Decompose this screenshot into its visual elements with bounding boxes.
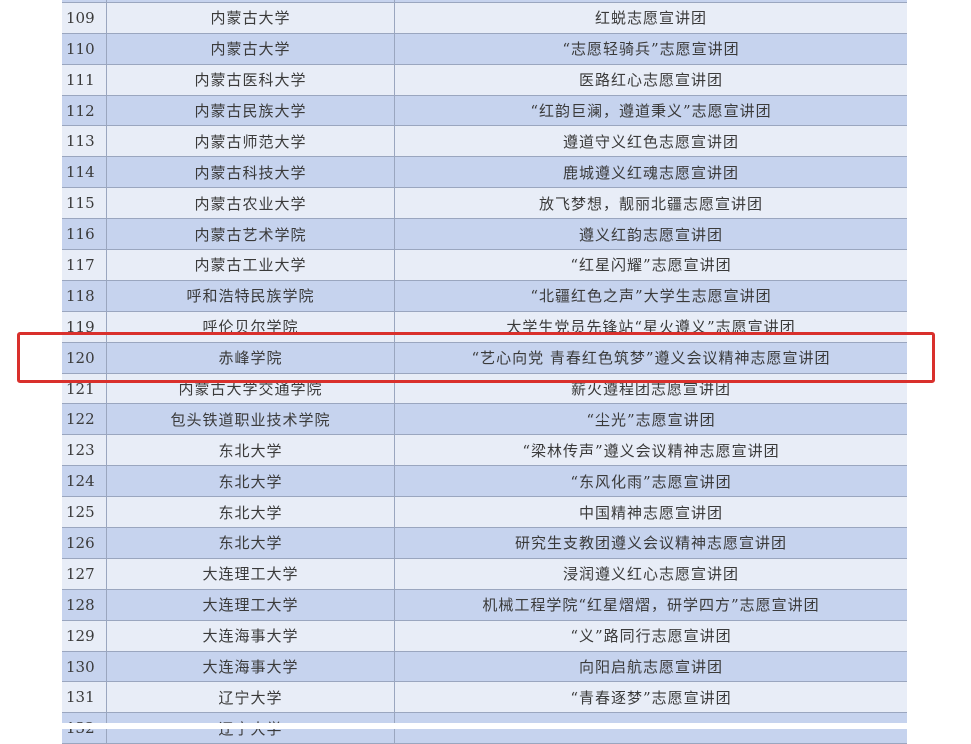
- table-row: 131 辽宁大学 “青春逐梦”志愿宣讲团: [62, 682, 907, 714]
- row-number: 124: [62, 466, 107, 497]
- row-number: 128: [62, 589, 107, 620]
- school-name: 大连海事大学: [107, 651, 395, 682]
- row-number: 112: [62, 95, 107, 126]
- table-row: 127 大连理工大学 浸润遵义红心志愿宣讲团: [62, 558, 907, 590]
- table-row: 109 内蒙古大学 红蜕志愿宣讲团: [62, 2, 907, 34]
- school-name: 东北大学: [107, 435, 395, 466]
- row-number: [62, 0, 107, 2]
- school-name: 内蒙古师范大学: [107, 126, 395, 157]
- table-row: 123 东北大学 “梁林传声”遵义会议精神志愿宣讲团: [62, 435, 907, 467]
- team-name: “红韵巨澜，遵道秉义”志愿宣讲团: [530, 102, 772, 120]
- row-number: 117: [62, 250, 107, 280]
- school-name: 东北大学: [107, 497, 395, 528]
- team-name: 放飞梦想，靓丽北疆志愿宣讲团: [538, 194, 763, 213]
- team-name: 红蜕志愿宣讲团: [594, 9, 707, 28]
- school-name: 内蒙古民族大学: [107, 95, 395, 126]
- table-row: 126 东北大学 研究生支教团遵义会议精神志愿宣讲团: [62, 528, 907, 559]
- table-row: 122 包头铁道职业技术学院 “尘光”志愿宣讲团: [62, 404, 907, 436]
- table-row: 110 内蒙古大学 “志愿轻骑兵”志愿宣讲团: [62, 33, 907, 65]
- row-number: 125: [62, 497, 107, 528]
- school-name: 呼伦贝尔学院: [107, 311, 395, 342]
- table-row: 111 内蒙古医科大学 医路红心志愿宣讲团: [62, 64, 907, 96]
- team-name: 浸润遵义红心志愿宣讲团: [562, 565, 739, 584]
- school-name: [107, 0, 395, 2]
- table-row: [62, 0, 907, 3]
- school-name: 赤峰学院: [107, 342, 395, 373]
- team-name: “志愿轻骑兵”志愿宣讲团: [562, 40, 740, 59]
- row-number: 111: [62, 64, 107, 95]
- team-name: 医路红心志愿宣讲团: [578, 71, 723, 90]
- row-number: 120: [62, 342, 107, 373]
- team-name: “红星闪耀”志愿宣讲团: [570, 256, 732, 275]
- team-name: “义”路同行志愿宣讲团: [570, 627, 732, 646]
- row-number: 119: [62, 311, 107, 342]
- highlight-box-row-120: [17, 332, 935, 383]
- team-name: “梁林传声”遵义会议精神志愿宣讲团: [522, 441, 780, 460]
- table-row: 124 东北大学 “东风化雨”志愿宣讲团: [62, 466, 907, 498]
- team-name: 遵义红韵志愿宣讲团: [578, 225, 723, 244]
- table-row: 112 内蒙古民族大学 “红韵巨澜，遵道秉义”志愿宣讲团: [62, 95, 907, 127]
- team-name: “艺心向党 青春红色筑梦”遵义会议精神志愿宣讲团: [471, 349, 831, 368]
- school-name: 内蒙古大学: [107, 2, 395, 33]
- school-name: 包头铁道职业技术学院: [107, 404, 395, 435]
- row-number: 123: [62, 435, 107, 466]
- team-name: “北疆红色之声”大学生志愿宣讲团: [530, 287, 772, 306]
- row-number: 121: [62, 373, 107, 404]
- team-name: 中国精神志愿宣讲团: [578, 503, 723, 522]
- team-name: [395, 0, 907, 2]
- school-name: 大连理工大学: [107, 558, 395, 589]
- team-name: 研究生支教团遵义会议精神志愿宣讲团: [514, 534, 787, 553]
- table-row: 113 内蒙古师范大学 遵道守义红色志愿宣讲团: [62, 126, 907, 158]
- table-row: 119 呼伦贝尔学院 大学生党员先锋站“星火遵义”志愿宣讲团: [62, 311, 907, 343]
- table-row: 117 内蒙古工业大学 “红星闪耀”志愿宣讲团: [62, 250, 907, 281]
- school-name: 内蒙古工业大学: [107, 250, 395, 280]
- team-name: 向阳启航志愿宣讲团: [578, 658, 723, 677]
- table-row: 128 大连理工大学 机械工程学院“红星熠熠，研学四方”志愿宣讲团: [62, 589, 907, 621]
- team-name: “东风化雨”志愿宣讲团: [570, 472, 732, 491]
- table-row: 130 大连海事大学 向阳启航志愿宣讲团: [62, 651, 907, 683]
- team-name: “青春逐梦”志愿宣讲团: [570, 688, 732, 707]
- page-bottom-edge: [0, 723, 971, 729]
- row-number: 113: [62, 126, 107, 157]
- row-number: 129: [62, 620, 107, 651]
- row-number: 131: [62, 682, 107, 713]
- row-number: 114: [62, 157, 107, 188]
- school-name: 辽宁大学: [107, 682, 395, 713]
- row-number: 109: [62, 2, 107, 33]
- school-name: 内蒙古大学交通学院: [107, 373, 395, 404]
- row-number: 127: [62, 558, 107, 589]
- table-row: 115 内蒙古农业大学 放飞梦想，靓丽北疆志愿宣讲团: [62, 188, 907, 220]
- table-row: 121 内蒙古大学交通学院 薪火遵程团志愿宣讲团: [62, 373, 907, 405]
- table-row: 129 大连海事大学 “义”路同行志愿宣讲团: [62, 620, 907, 652]
- school-name: 东北大学: [107, 528, 395, 558]
- table-row: 120 赤峰学院 “艺心向党 青春红色筑梦”遵义会议精神志愿宣讲团: [62, 342, 907, 374]
- school-name: 内蒙古农业大学: [107, 188, 395, 219]
- row-number: 122: [62, 404, 107, 435]
- school-name: 内蒙古艺术学院: [107, 219, 395, 250]
- school-name: 内蒙古大学: [107, 33, 395, 64]
- row-number: 126: [62, 528, 107, 558]
- school-name: 呼和浩特民族学院: [107, 280, 395, 311]
- school-name: 东北大学: [107, 466, 395, 497]
- row-number: 115: [62, 188, 107, 219]
- school-name: 大连理工大学: [107, 589, 395, 620]
- team-name: 机械工程学院“红星熠熠，研学四方”志愿宣讲团: [482, 596, 820, 615]
- row-number: 110: [62, 33, 107, 64]
- table-row: 125 东北大学 中国精神志愿宣讲团: [62, 497, 907, 529]
- school-name: 内蒙古医科大学: [107, 64, 395, 95]
- team-name: 大学生党员先锋站“星火遵义”志愿宣讲团: [506, 318, 796, 337]
- table-row: 116 内蒙古艺术学院 遵义红韵志愿宣讲团: [62, 219, 907, 251]
- team-name: 薪火遵程团志愿宣讲团: [570, 380, 731, 399]
- table-row: 118 呼和浩特民族学院 “北疆红色之声”大学生志愿宣讲团: [62, 280, 907, 312]
- row-number: 130: [62, 651, 107, 682]
- table-row: 114 内蒙古科技大学 鹿城遵义红魂志愿宣讲团: [62, 157, 907, 189]
- team-name: 鹿城遵义红魂志愿宣讲团: [562, 163, 739, 182]
- school-name: 大连海事大学: [107, 620, 395, 651]
- row-number: 118: [62, 280, 107, 311]
- volunteer-team-table: 109 内蒙古大学 红蜕志愿宣讲团 110 内蒙古大学 “志愿轻骑兵”志愿宣讲团 111 内蒙…: [62, 0, 907, 744]
- team-name: “尘光”志愿宣讲团: [586, 410, 716, 429]
- team-name: 遵道守义红色志愿宣讲团: [562, 132, 739, 151]
- row-number: 116: [62, 219, 107, 250]
- school-name: 内蒙古科技大学: [107, 157, 395, 188]
